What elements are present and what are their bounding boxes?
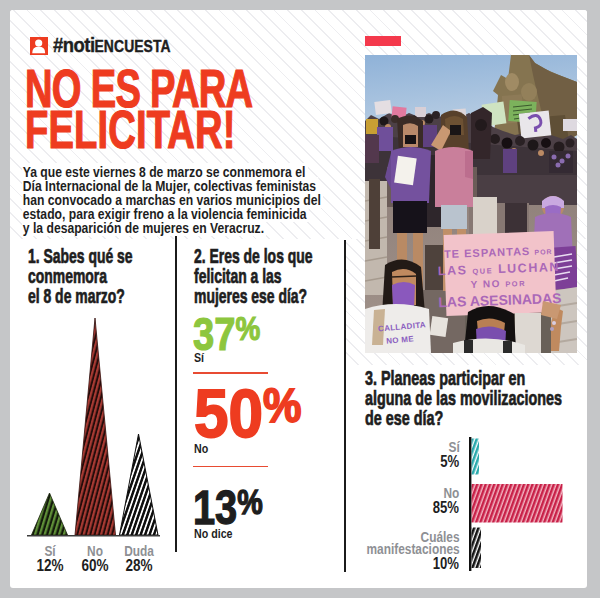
svg-text:Y NO POR: Y NO POR: [470, 277, 526, 290]
